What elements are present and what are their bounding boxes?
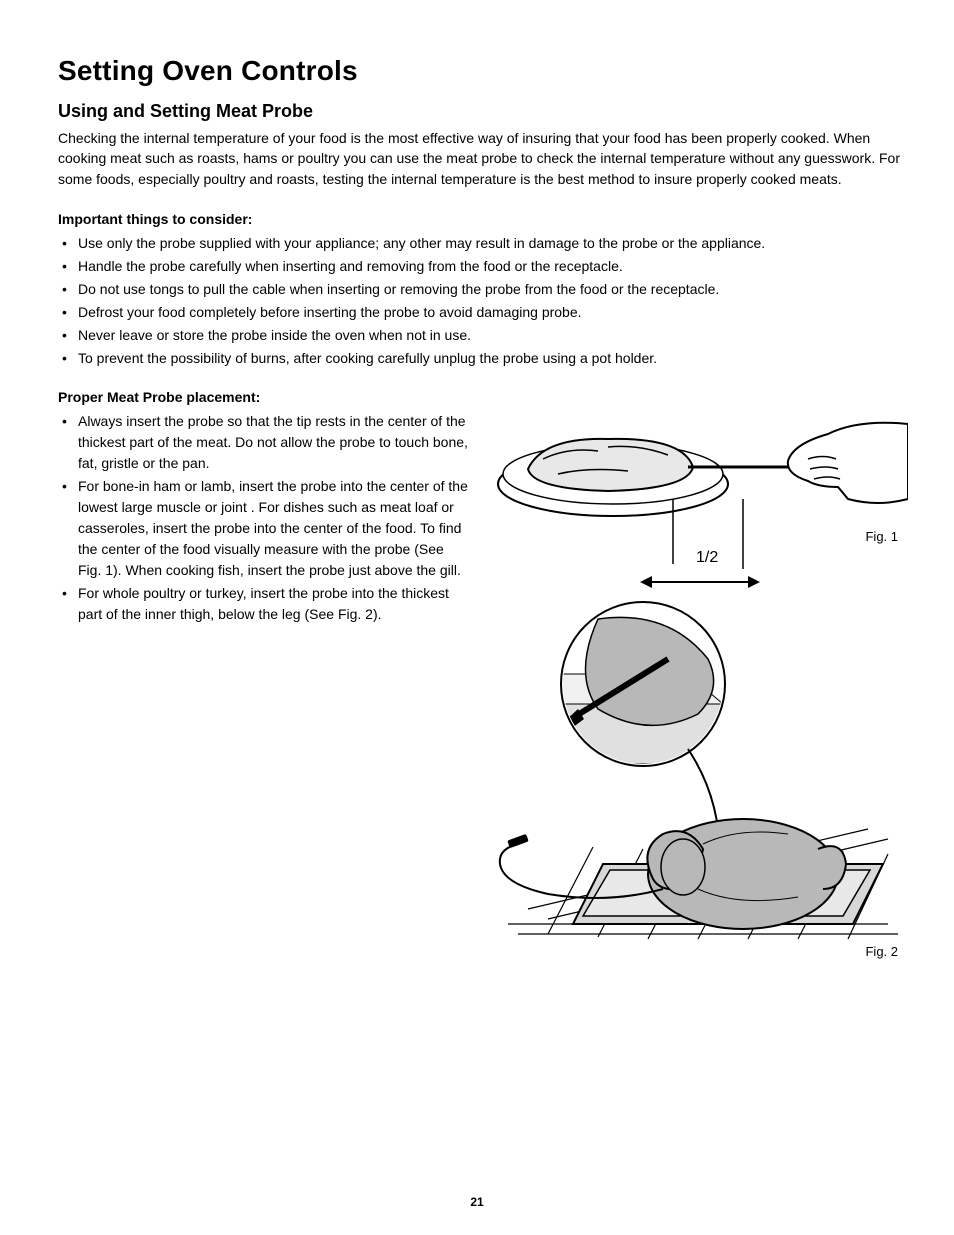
fig2-label: Fig. 2 xyxy=(865,944,898,959)
section-subtitle: Using and Setting Meat Probe xyxy=(58,101,902,122)
figure-area: 1/2 Fig. 1 xyxy=(488,389,908,989)
important-heading: Important things to consider: xyxy=(58,211,902,227)
list-item: Always insert the probe so that the tip … xyxy=(58,411,468,474)
list-item: To prevent the possibility of burns, aft… xyxy=(58,348,902,369)
list-item: For whole poultry or turkey, insert the … xyxy=(58,583,468,625)
list-item: For bone-in ham or lamb, insert the prob… xyxy=(58,476,468,581)
intro-paragraph: Checking the internal temperature of you… xyxy=(58,128,902,189)
list-item: Use only the probe supplied with your ap… xyxy=(58,233,902,254)
placement-list: Always insert the probe so that the tip … xyxy=(58,411,468,625)
fig1-label: Fig. 1 xyxy=(865,529,898,544)
list-item: Never leave or store the probe inside th… xyxy=(58,325,902,346)
placement-heading: Proper Meat Probe placement: xyxy=(58,389,468,405)
fig1-illustration xyxy=(488,389,908,569)
page-number: 21 xyxy=(0,1195,954,1209)
half-label: 1/2 xyxy=(696,549,718,567)
fig2-illustration xyxy=(488,589,908,989)
list-item: Handle the probe carefully when insertin… xyxy=(58,256,902,277)
important-list: Use only the probe supplied with your ap… xyxy=(58,233,902,369)
page-title: Setting Oven Controls xyxy=(58,55,902,87)
list-item: Defrost your food completely before inse… xyxy=(58,302,902,323)
list-item: Do not use tongs to pull the cable when … xyxy=(58,279,902,300)
